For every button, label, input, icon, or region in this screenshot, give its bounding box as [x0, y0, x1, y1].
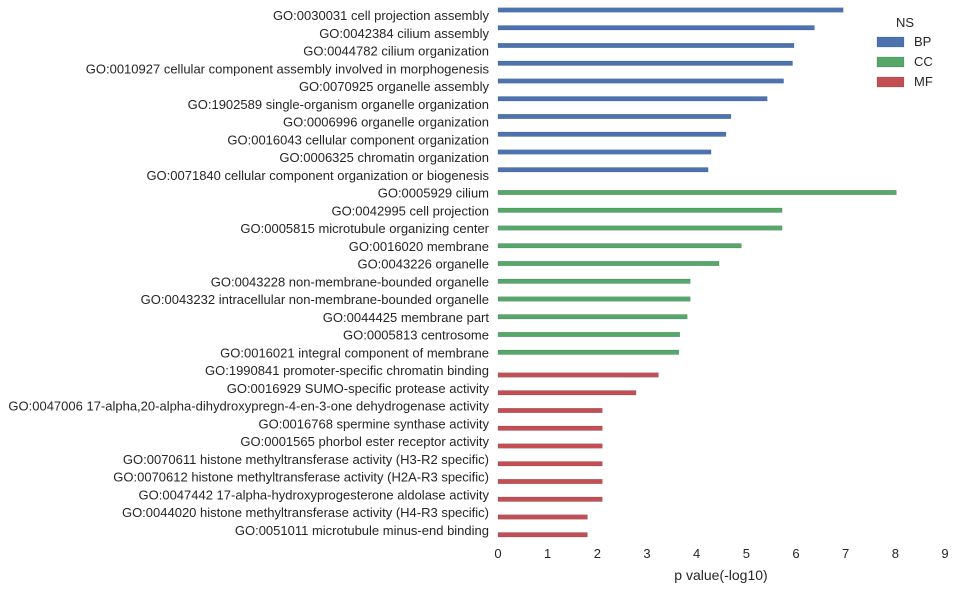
category-label: GO:0071840 cellular component organizati…: [146, 168, 489, 183]
bar-bp: [497, 167, 709, 173]
x-tick-label: 2: [594, 546, 601, 561]
bar-cc: [497, 332, 681, 337]
x-axis: 0 1 2 3 4 5 6 7 8 9 p value(-log10): [494, 546, 948, 583]
x-tick-label: 4: [693, 546, 700, 561]
bar-cc: [497, 190, 897, 195]
x-tick-label: 3: [643, 546, 650, 561]
category-label: GO:0001565 phorbol ester receptor activi…: [240, 434, 489, 449]
category-label: GO:0044425 membrane part: [323, 310, 490, 325]
legend-label-mf: MF: [914, 74, 933, 89]
x-tick-label: 9: [941, 546, 948, 561]
bar-mf: [497, 496, 603, 502]
x-axis-title: p value(-log10): [674, 567, 767, 583]
category-label: GO:0047442 17-alpha-hydroxyprogesterone …: [139, 487, 490, 502]
legend: NS BP CC MF: [876, 15, 933, 89]
bar-mf: [497, 514, 588, 520]
category-label: GO:1902589 single-organism organelle org…: [188, 97, 489, 112]
category-label: GO:0005815 microtubule organizing center: [240, 221, 489, 236]
x-tick-label: 5: [743, 546, 750, 561]
bar-cc: [497, 261, 720, 266]
x-tick-label: 0: [494, 546, 501, 561]
bar-cc: [497, 225, 783, 231]
legend-entries: BP CC MF: [876, 34, 933, 89]
bar-cc: [497, 278, 691, 284]
bar-mf: [497, 461, 603, 467]
bar-bp: [497, 60, 793, 66]
category-label: GO:0016021 integral component of membran…: [220, 345, 489, 360]
category-label: GO:0070925 organelle assembly: [299, 79, 490, 94]
category-label: GO:0043228 non-membrane-bounded organell…: [211, 274, 489, 289]
bar-bp: [497, 43, 795, 48]
category-label: GO:0044782 cilium organization: [303, 44, 489, 59]
bar-bp: [497, 96, 768, 102]
legend-swatch-mf: [876, 76, 905, 88]
category-label: GO:0006996 organelle organization: [283, 115, 489, 130]
legend-swatch-cc: [876, 56, 905, 68]
category-label: GO:0005813 centrosome: [343, 328, 489, 343]
category-label: GO:0047006 17-alpha,20-alpha-dihydroxypr…: [8, 399, 489, 414]
category-label: GO:0043226 organelle: [357, 257, 489, 272]
bar-mf: [497, 390, 637, 396]
category-label: GO:0070612 histone methyltransferase act…: [113, 470, 489, 485]
x-tick-label: 6: [792, 546, 799, 561]
x-tick-label: 1: [544, 546, 551, 561]
bar-mf: [497, 532, 588, 538]
category-label: GO:0042384 cilium assembly: [319, 26, 489, 41]
x-tick-label: 8: [892, 546, 899, 561]
bar-bp: [497, 114, 732, 119]
category-label: GO:0070611 histone methyltransferase act…: [123, 452, 489, 467]
category-label: GO:0016043 cellular component organizati…: [227, 132, 489, 147]
category-label: GO:0051011 microtubule minus-end binding: [235, 523, 489, 538]
bar-mf: [497, 479, 603, 484]
bar-bp: [497, 149, 712, 155]
bar-mf: [497, 425, 603, 431]
x-tick-label: 7: [842, 546, 849, 561]
category-label: GO:1990841 promoter-specific chromatin b…: [205, 363, 489, 378]
category-label: GO:0006325 chromatin organization: [279, 150, 489, 165]
bar-bp: [497, 25, 815, 31]
category-label: GO:0005929 cilium: [378, 186, 489, 201]
bar-mf: [497, 443, 603, 449]
bar-cc: [497, 349, 680, 355]
category-label: GO:0016929 SUMO-specific protease activi…: [227, 381, 490, 396]
legend-title: NS: [896, 15, 914, 30]
category-label: GO:0044020 histone methyltransferase act…: [122, 505, 489, 520]
category-label: GO:0042995 cell projection: [331, 203, 489, 218]
bar-cc: [497, 314, 688, 320]
legend-label-cc: CC: [914, 54, 933, 69]
bar-cc: [497, 296, 691, 302]
bars: [497, 7, 897, 538]
legend-label-bp: BP: [914, 34, 931, 49]
bar-bp: [497, 131, 727, 137]
category-labels: GO:0030031 cell projection assembly GO:00…: [8, 8, 489, 538]
category-label: GO:0030031 cell projection assembly: [273, 8, 490, 23]
category-label: GO:0016768 spermine synthase activity: [258, 416, 489, 431]
bar-cc: [497, 243, 742, 249]
category-label: GO:0043232 intracellular non-membrane-bo…: [141, 292, 489, 307]
category-label: GO:0010927 cellular component assembly i…: [86, 61, 490, 76]
category-label: GO:0016020 membrane: [349, 239, 489, 254]
bar-mf: [497, 408, 603, 413]
x-tick-labels: 0 1 2 3 4 5 6 7 8 9: [494, 546, 948, 561]
legend-swatch-bp: [876, 36, 905, 48]
bar-bp: [497, 7, 844, 13]
bar-mf: [497, 372, 659, 378]
bar-cc: [497, 207, 783, 213]
bar-bp: [497, 78, 784, 84]
